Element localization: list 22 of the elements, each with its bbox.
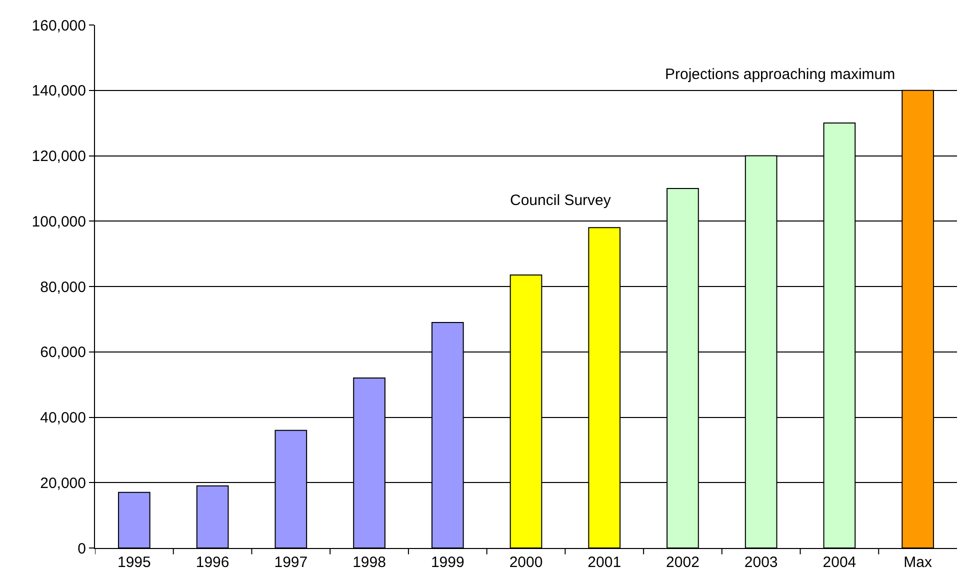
y-tick-label: 40,000 <box>40 410 86 426</box>
y-tick-label: 60,000 <box>40 344 86 362</box>
y-tick-label: 20,000 <box>40 474 86 492</box>
x-tick-label: 1996 <box>196 554 230 571</box>
x-tick-label: 1998 <box>352 554 386 571</box>
y-tick-label: 100,000 <box>32 213 86 230</box>
x-tick-label: 2003 <box>744 554 778 571</box>
y-tick-label: 80,000 <box>40 278 86 296</box>
y-tick-label: 120,000 <box>32 148 86 165</box>
x-tick-label: 1997 <box>274 554 308 571</box>
x-tick-label: 1995 <box>117 554 151 571</box>
y-tick-label: 160,000 <box>32 17 86 34</box>
y-tick-label: 0 <box>78 540 86 558</box>
x-tick-label: 1999 <box>430 554 464 571</box>
x-tick-label: Max <box>904 554 932 571</box>
annotation: Projections approaching maximum <box>665 66 896 83</box>
x-tick-label: 2000 <box>509 554 543 571</box>
x-tick-label: 2004 <box>822 554 856 571</box>
y-tick-label: 140,000 <box>32 82 86 100</box>
x-tick-label: 2001 <box>588 554 622 571</box>
x-tick-label: 2002 <box>666 554 700 571</box>
annotation: Council Survey <box>510 192 612 209</box>
